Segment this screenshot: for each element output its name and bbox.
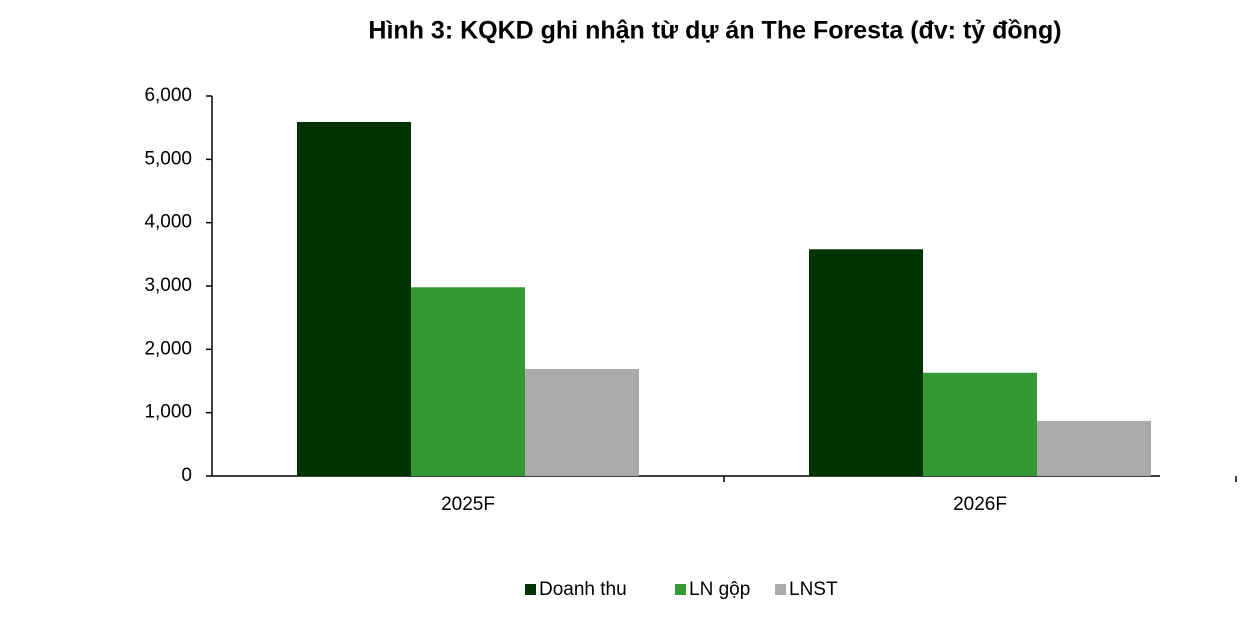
bar bbox=[297, 121, 411, 476]
y-tick-label: 2,000 bbox=[144, 338, 192, 359]
legend-swatch bbox=[675, 584, 686, 595]
y-tick-label: 5,000 bbox=[144, 148, 192, 169]
bar bbox=[1037, 420, 1151, 476]
y-tick-label: 4,000 bbox=[144, 212, 192, 233]
legend-label: Doanh thu bbox=[539, 579, 627, 600]
x-tick-label: 2025F bbox=[441, 494, 495, 515]
bar bbox=[411, 287, 525, 476]
legend-label: LNST bbox=[789, 579, 838, 600]
legend-swatch bbox=[525, 584, 536, 595]
legend-label: LN gộp bbox=[689, 579, 750, 600]
y-tick-label: 1,000 bbox=[144, 402, 192, 423]
bar bbox=[923, 372, 1037, 476]
bar bbox=[809, 249, 923, 476]
legend-swatch bbox=[775, 584, 786, 595]
x-tick-label: 2026F bbox=[953, 494, 1007, 515]
bar bbox=[525, 368, 639, 476]
chart-title: Hình 3: KQKD ghi nhận từ dự án The Fores… bbox=[368, 17, 1061, 45]
y-tick-label: 6,000 bbox=[144, 85, 192, 106]
y-tick-label: 0 bbox=[181, 465, 192, 486]
y-tick-label: 3,000 bbox=[144, 275, 192, 296]
